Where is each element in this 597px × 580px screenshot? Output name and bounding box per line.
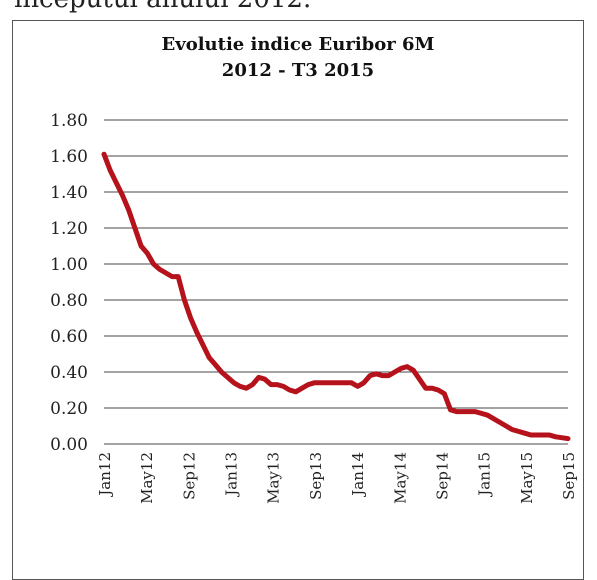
y-tick-label: 0.20 — [50, 399, 88, 419]
y-tick-label: 1.00 — [50, 255, 88, 275]
y-tick-label: 0.00 — [50, 435, 88, 455]
y-tick-label: 1.20 — [50, 219, 88, 239]
x-tick-label: Jan14 — [349, 452, 367, 498]
x-tick-label: Jan15 — [476, 452, 494, 498]
chart-subtitle: 2012 - T3 2015 — [221, 60, 375, 81]
page-heading-fragment: inceputul anului 2012. — [14, 0, 311, 14]
x-tick-label: Sep14 — [433, 452, 451, 500]
x-tick-label: Sep12 — [180, 452, 198, 500]
y-tick-label: 1.80 — [50, 111, 88, 131]
y-tick-label: 0.80 — [50, 291, 88, 311]
chart-title: Evolutie indice Euribor 6M — [161, 34, 435, 55]
y-tick-label: 0.40 — [50, 363, 88, 383]
x-tick-label: May15 — [518, 452, 536, 504]
x-tick-label: May13 — [265, 452, 283, 504]
x-tick-label: May12 — [138, 452, 156, 504]
y-tick-label: 1.40 — [50, 183, 88, 203]
x-tick-label: May14 — [391, 452, 409, 504]
x-tick-label: Jan12 — [96, 452, 114, 498]
y-tick-label: 1.60 — [50, 147, 88, 167]
x-tick-label: Jan13 — [223, 452, 241, 498]
y-tick-label: 0.60 — [50, 327, 88, 347]
series-line-0 — [101, 151, 571, 442]
x-tick-label: Sep13 — [307, 452, 325, 500]
x-tick-label: Sep15 — [560, 452, 578, 500]
